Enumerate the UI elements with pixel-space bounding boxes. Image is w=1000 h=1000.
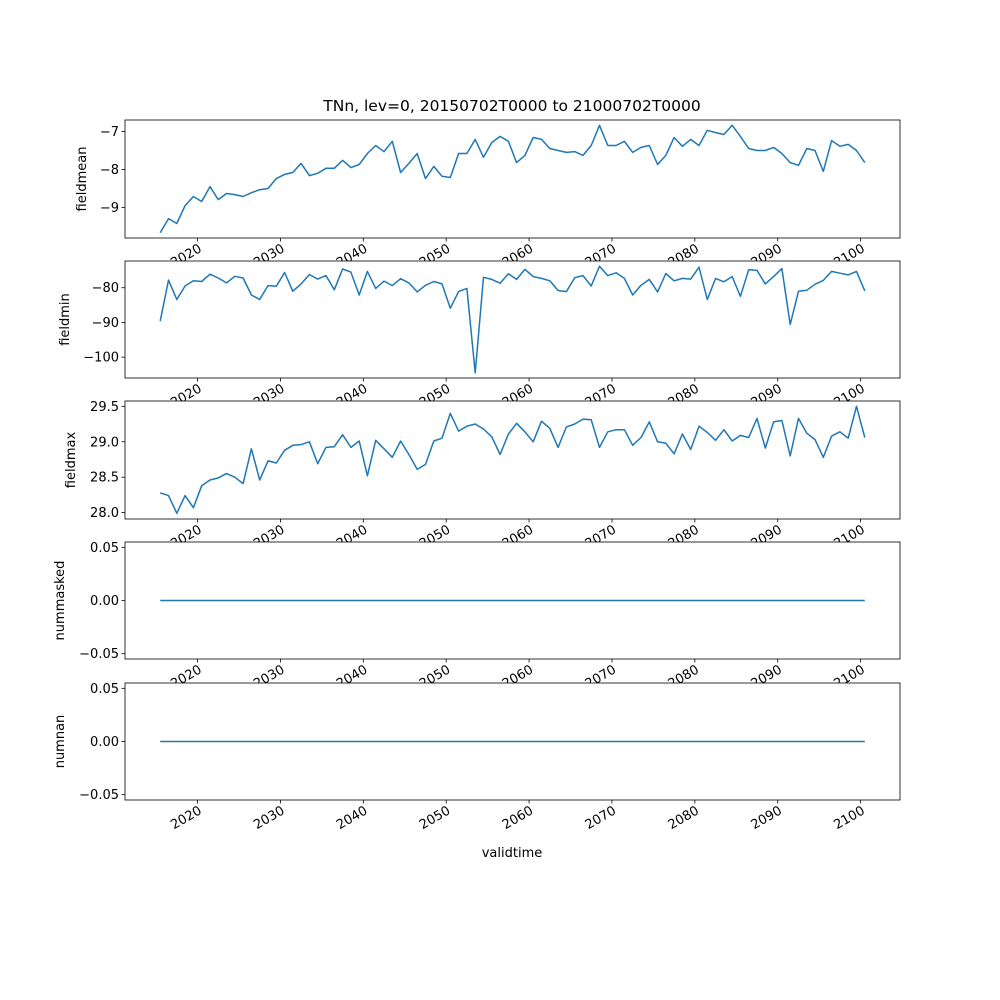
axes-background bbox=[125, 120, 900, 238]
y-tick-label: −100 bbox=[83, 351, 119, 366]
y-tick-label: 0.05 bbox=[90, 682, 119, 697]
y-tick-label: 28.0 bbox=[90, 506, 119, 521]
y-axis-label: fieldmax bbox=[64, 432, 79, 489]
y-tick-label: 28.5 bbox=[90, 471, 119, 486]
y-axis-label: fieldmin bbox=[58, 293, 73, 346]
axes-frame bbox=[124, 400, 901, 520]
series-line-fieldmin bbox=[159, 265, 866, 374]
axes-frame bbox=[124, 119, 901, 239]
chart-title: TNn, lev=0, 20150702T0000 to 21000702T00… bbox=[322, 97, 701, 115]
y-axis-label: nummasked bbox=[53, 561, 68, 641]
y-tick-label: 0.00 bbox=[90, 594, 119, 609]
series-line-fieldmean bbox=[159, 124, 866, 234]
y-axis-label: fieldmean bbox=[75, 147, 90, 212]
y-tick-label: 0.05 bbox=[90, 541, 119, 556]
axes-background bbox=[125, 401, 900, 519]
y-tick-label: −7 bbox=[100, 125, 119, 140]
y-tick-label: 29.5 bbox=[90, 400, 119, 415]
series-line-fieldmax bbox=[159, 405, 866, 515]
y-tick-label: 0.00 bbox=[90, 735, 119, 750]
y-tick-label: −90 bbox=[92, 316, 119, 331]
axes-frame bbox=[124, 260, 901, 379]
y-tick-label: −0.05 bbox=[79, 788, 119, 803]
y-tick-label: −8 bbox=[100, 163, 119, 178]
x-axis-label: validtime bbox=[482, 846, 543, 861]
y-tick-label: −0.05 bbox=[79, 647, 119, 662]
y-tick-label: −80 bbox=[92, 281, 119, 296]
y-axis-label: numnan bbox=[53, 715, 68, 769]
axes-background bbox=[125, 261, 900, 378]
y-tick-label: −9 bbox=[100, 201, 119, 216]
y-tick-label: 29.0 bbox=[90, 435, 119, 450]
